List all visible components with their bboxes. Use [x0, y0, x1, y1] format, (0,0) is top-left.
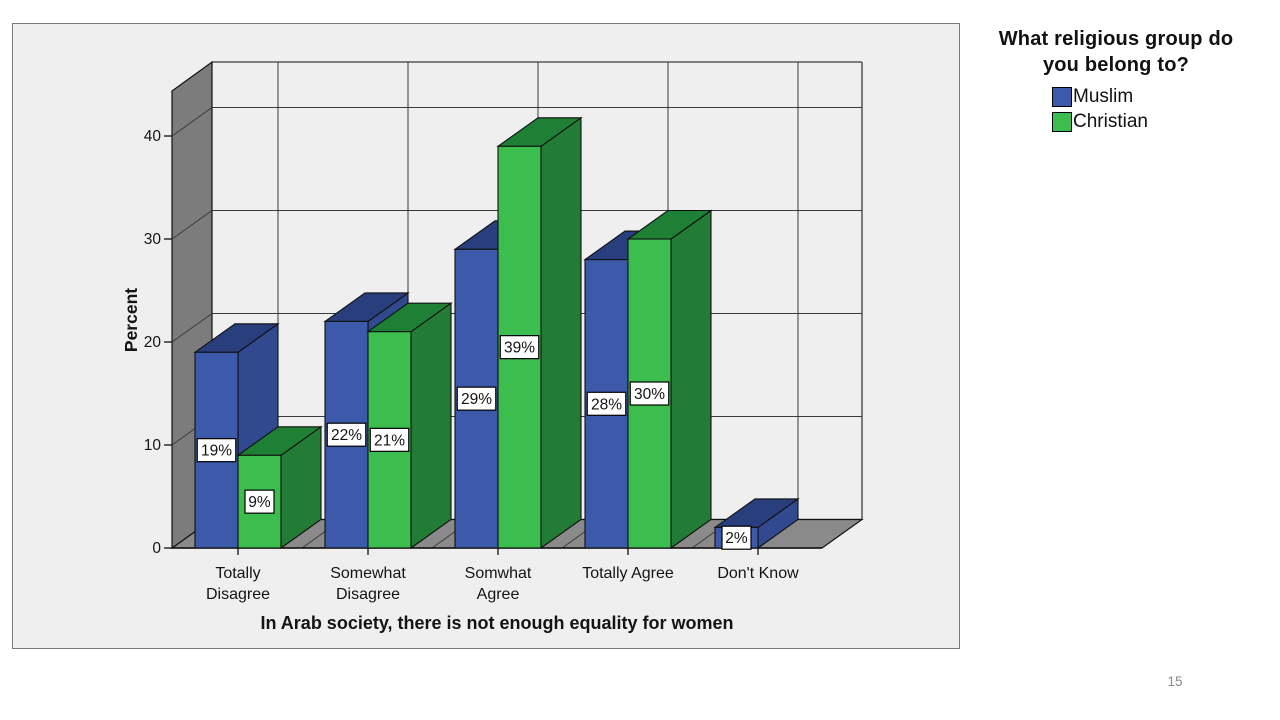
data-label: 22% — [326, 422, 367, 447]
svg-text:9%: 9% — [248, 494, 271, 511]
legend-label: Christian — [1073, 110, 1148, 132]
svg-text:Don't Know: Don't Know — [717, 565, 799, 582]
legend-swatch-christian — [1052, 111, 1072, 132]
svg-text:29%: 29% — [461, 391, 492, 408]
bar-cluster: 28% 30% — [583, 209, 713, 550]
chart-legend: What religious group do you belong to? M… — [980, 26, 1252, 134]
svg-text:19%: 19% — [201, 443, 232, 460]
bar-cluster: 29% 39% — [453, 116, 583, 550]
data-label: 2% — [721, 525, 752, 550]
svg-text:40: 40 — [144, 128, 162, 145]
legend-title: What religious group do you belong to? — [980, 26, 1252, 78]
data-label: 28% — [586, 391, 627, 416]
y-axis: 0 10 20 30 40 — [144, 128, 172, 557]
svg-text:20: 20 — [144, 334, 162, 351]
bar-cluster: 2% — [713, 497, 800, 550]
category-labels: Totally Disagree Somewhat Disagree Somwhat Ag… — [206, 565, 799, 603]
svg-text:28%: 28% — [591, 396, 622, 413]
svg-text:39%: 39% — [504, 340, 535, 357]
bar-chart-3d: 0 10 20 30 40 19% 9% 22% 21% 29% 39% 28% 30% 2% Totall… — [121, 60, 864, 633]
svg-text:2%: 2% — [725, 530, 748, 547]
svg-text:30%: 30% — [634, 386, 665, 403]
legend-label: Muslim — [1073, 85, 1134, 107]
page-number: 15 — [1167, 674, 1183, 689]
x-axis-title: In Arab society, there is not enough equ… — [260, 613, 733, 633]
legend-title-line2: you belong to? — [1042, 54, 1190, 76]
data-label: 29% — [456, 386, 497, 411]
legend-title-line1: What religious group do — [998, 28, 1234, 50]
data-label: 9% — [244, 489, 275, 514]
chart-panel: 0 10 20 30 40 19% 9% 22% 21% 29% 39% 28% 30% 2% Totall… — [12, 23, 960, 649]
svg-text:Totally Agree: Totally Agree — [582, 565, 674, 582]
bar-cluster: 19% 9% — [193, 322, 323, 550]
legend-items: Muslim Christian — [980, 84, 1252, 134]
svg-text:0: 0 — [152, 540, 161, 557]
svg-text:22%: 22% — [331, 427, 362, 444]
svg-text:21%: 21% — [374, 432, 405, 449]
data-label: 30% — [629, 381, 670, 406]
y-axis-title: Percent — [121, 288, 141, 352]
data-label: 21% — [369, 427, 410, 452]
data-label: 19% — [196, 438, 237, 463]
legend-item-christian: Christian — [1052, 109, 1252, 134]
svg-text:30: 30 — [144, 231, 162, 248]
data-label: 39% — [499, 335, 540, 360]
svg-text:Percent: Percent — [121, 288, 141, 352]
bar-cluster: 22% 21% — [323, 291, 453, 550]
svg-text:10: 10 — [144, 437, 162, 454]
svg-text:In Arab society, there is not: In Arab society, there is not enough equ… — [260, 613, 733, 633]
legend-swatch-muslim — [1052, 86, 1072, 107]
legend-item-muslim: Muslim — [1052, 84, 1252, 109]
